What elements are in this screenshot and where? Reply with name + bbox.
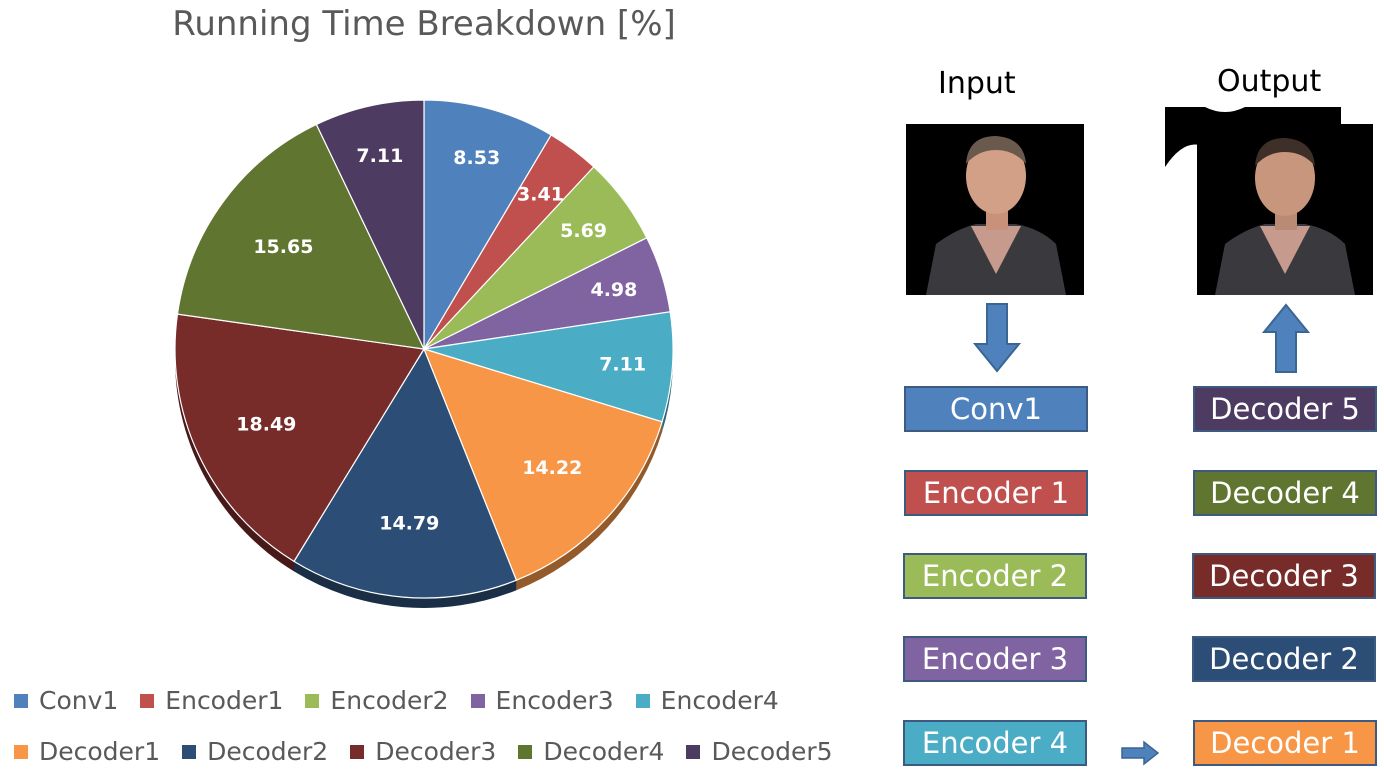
legend-item-encoder1: Encoder1 — [140, 686, 283, 715]
legend-swatch — [686, 744, 701, 759]
legend-label: Encoder3 — [495, 686, 614, 715]
output-image — [1197, 124, 1373, 295]
legend-item-encoder2: Encoder2 — [305, 686, 449, 715]
legend-label: Decoder3 — [375, 737, 497, 766]
block-encoder-1: Encoder 1 — [904, 470, 1088, 516]
pie-slice-decoder5 — [315, 100, 425, 350]
legend-label: Decoder2 — [207, 737, 329, 766]
data-label-decoder1: 14.22 — [522, 457, 582, 479]
legend-label: Encoder1 — [165, 686, 284, 715]
legend-item-decoder2: Decoder2 — [182, 737, 328, 766]
pie-chart: 8.53 3.41 5.69 4.98 7.11 14.22 14.79 18.49 15.65… — [174, 100, 674, 608]
legend-item-decoder3: Decoder3 — [350, 737, 496, 766]
output-portrait-illustration — [1197, 124, 1373, 295]
chart-title: Running Time Breakdown [%] — [172, 4, 676, 44]
legend-swatch — [635, 693, 650, 708]
input-image — [906, 124, 1084, 295]
block-decoder-1: Decoder 1 — [1193, 720, 1377, 766]
pie-slice-conv1 — [423, 100, 553, 352]
input-portrait-illustration — [906, 124, 1084, 295]
block-decoder-3: Decoder 3 — [1192, 553, 1376, 599]
data-label-conv1: 8.53 — [453, 147, 500, 169]
block-encoder-2: Encoder 2 — [903, 553, 1087, 599]
legend-label: Decoder4 — [543, 737, 665, 766]
data-label-decoder5: 7.11 — [356, 145, 403, 167]
data-label-decoder3: 18.49 — [236, 413, 296, 435]
data-label-encoder1: 3.41 — [517, 184, 564, 206]
legend-swatch — [14, 693, 28, 708]
block-decoder-5: Decoder 5 — [1193, 386, 1377, 432]
pie-slice-decoder4 — [176, 123, 426, 350]
block-conv1: Conv1 — [904, 386, 1088, 432]
data-label-encoder4: 7.11 — [599, 354, 646, 376]
pie-slice-decoder2 — [293, 347, 518, 599]
legend-swatch — [470, 693, 485, 708]
pie-side-decoder3 — [175, 349, 295, 572]
legend-label: Conv1 — [39, 686, 119, 715]
legend-swatch — [182, 744, 197, 759]
legend-row-1: Conv1 Encoder1 Encoder2 Encoder3 Encoder… — [14, 686, 874, 715]
pie-side-decoder2 — [294, 561, 517, 608]
legend-label: Encoder4 — [660, 686, 779, 715]
legend-item-decoder5: Decoder5 — [686, 737, 833, 766]
legend-label: Decoder1 — [39, 737, 161, 766]
data-label-decoder2: 14.79 — [379, 513, 439, 535]
output-label: Output — [1217, 64, 1322, 99]
pie-side-encoder4 — [662, 349, 673, 432]
down-arrow-icon — [972, 303, 1022, 373]
legend-item-decoder1: Decoder1 — [14, 737, 160, 766]
block-encoder-4: Encoder 4 — [903, 720, 1087, 766]
legend-swatch — [518, 744, 533, 759]
legend-row-2: Decoder1 Decoder2 Decoder3 Decoder4 Deco… — [14, 737, 874, 766]
legend-swatch — [140, 693, 155, 708]
data-label-encoder3: 4.98 — [590, 279, 637, 301]
block-encoder-3: Encoder 3 — [903, 636, 1087, 682]
legend-item-decoder4: Decoder4 — [518, 737, 664, 766]
pie-slice-decoder3 — [174, 313, 425, 563]
legend-item-encoder3: Encoder3 — [470, 686, 614, 715]
data-label-encoder2: 5.69 — [560, 220, 607, 242]
legend-swatch — [350, 744, 365, 759]
input-label: Input — [938, 66, 1016, 101]
right-arrow-icon — [1121, 740, 1160, 766]
block-decoder-4: Decoder 4 — [1193, 470, 1377, 516]
legend-swatch — [14, 744, 28, 759]
block-decoder-2: Decoder 2 — [1192, 636, 1376, 682]
up-arrow-icon — [1261, 303, 1311, 373]
pie-slice-encoder4 — [423, 311, 674, 423]
legend-item-conv1: Conv1 — [14, 686, 118, 715]
pie-slice-decoder1 — [422, 348, 663, 581]
legend-item-encoder4: Encoder4 — [635, 686, 779, 715]
legend-swatch — [305, 693, 320, 708]
data-label-decoder4: 15.65 — [253, 236, 313, 258]
legend-label: Encoder2 — [330, 686, 449, 715]
legend-label: Decoder5 — [711, 737, 833, 766]
